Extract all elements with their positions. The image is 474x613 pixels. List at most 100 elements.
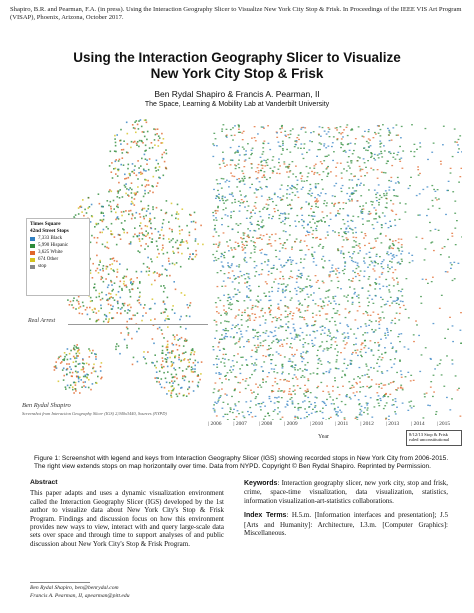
- time-stop-dot: [259, 186, 262, 188]
- time-stop-dot: [381, 372, 384, 374]
- time-stop-dot: [215, 179, 218, 181]
- map-stop-dot: [150, 319, 152, 321]
- time-stop-dot: [249, 217, 251, 219]
- map-stop-dot: [187, 247, 189, 250]
- time-stop-dot: [228, 266, 230, 268]
- map-stop-dot: [84, 375, 87, 378]
- legend-row: stop: [30, 263, 86, 270]
- time-stop-dot: [290, 365, 293, 367]
- time-stop-dot: [386, 329, 389, 331]
- time-stop-dot: [262, 379, 265, 381]
- legend-rows: 7,333 Black 5,990 Hispanic 3,625 White 674 …: [30, 235, 86, 270]
- map-stop-dot: [151, 338, 154, 340]
- map-stop-dot: [113, 168, 115, 170]
- time-stop-dot: [299, 291, 302, 293]
- time-stop-dot: [234, 198, 236, 201]
- time-stop-dot: [287, 167, 290, 169]
- map-stop-dot: [162, 301, 165, 303]
- map-stop-dot: [156, 133, 158, 135]
- time-stop-dot: [279, 128, 282, 130]
- map-stop-dot: [80, 379, 82, 381]
- time-stop-dot: [233, 408, 235, 410]
- time-stop-dot: [260, 161, 262, 163]
- time-stop-dot: [220, 314, 222, 316]
- time-stop-dot: [326, 385, 328, 387]
- map-stop-dot: [110, 304, 112, 307]
- time-stop-dot: [305, 334, 308, 336]
- time-stop-dot: [250, 211, 252, 213]
- time-stop-dot: [313, 331, 316, 333]
- time-stop-dot: [226, 413, 229, 415]
- map-stop-dot: [174, 288, 177, 291]
- time-stop-dot: [453, 278, 456, 280]
- time-stop-dot: [378, 345, 380, 347]
- map-stop-dot: [145, 210, 148, 212]
- time-stop-dot: [270, 400, 272, 403]
- time-stop-dot: [328, 128, 331, 130]
- map-stop-dot: [160, 229, 163, 231]
- time-stop-dot: [240, 199, 243, 201]
- time-stop-dot: [268, 291, 271, 293]
- time-stop-dot: [277, 339, 280, 341]
- time-stop-dot: [223, 336, 226, 339]
- time-stop-dot: [301, 370, 304, 372]
- map-stop-dot: [178, 392, 181, 395]
- map-stop-dot: [67, 299, 69, 301]
- time-stop-dot: [375, 383, 378, 385]
- time-stop-dot: [393, 195, 396, 197]
- time-stop-dot: [294, 241, 297, 243]
- time-stop-dot: [239, 205, 241, 207]
- time-stop-dot: [259, 344, 262, 347]
- ruling-annotation: 8/12/13 Stop & Frisk ruled unconstitutio…: [406, 430, 462, 446]
- time-stop-dot: [238, 126, 240, 128]
- time-stop-dot: [351, 200, 353, 202]
- time-stop-dot: [257, 331, 260, 333]
- map-stop-dot: [167, 257, 170, 260]
- map-stop-dot: [59, 362, 62, 364]
- real-arrest-label: Real Arrest: [28, 318, 56, 324]
- time-stop-dot: [308, 231, 311, 233]
- map-stop-dot: [194, 368, 196, 370]
- time-stop-dot: [296, 137, 299, 139]
- map-stop-dot: [89, 296, 92, 299]
- map-stop-dot: [102, 280, 105, 283]
- map-stop-dot: [112, 288, 114, 291]
- time-stop-dot: [272, 264, 275, 267]
- map-stop-dot: [128, 303, 131, 306]
- time-stop-dot: [227, 272, 230, 274]
- time-stop-dot: [359, 351, 362, 353]
- map-stop-dot: [144, 192, 146, 195]
- time-stop-dot: [285, 166, 287, 168]
- time-stop-dot: [277, 307, 279, 310]
- map-stop-dot: [145, 121, 148, 124]
- time-stop-dot: [318, 310, 321, 312]
- time-stop-dot: [449, 409, 452, 411]
- time-stop-dot: [289, 290, 291, 293]
- time-stop-dot: [261, 248, 263, 251]
- time-stop-dot: [338, 213, 341, 215]
- time-stop-dot: [415, 236, 418, 238]
- time-stop-dot: [337, 411, 339, 413]
- time-stop-dot: [291, 400, 294, 402]
- time-stop-dot: [440, 374, 443, 376]
- map-stop-dot: [148, 147, 151, 149]
- time-stop-dot: [417, 174, 420, 176]
- time-stop-dot: [309, 334, 311, 336]
- time-stop-dot: [312, 131, 315, 133]
- time-stop-dot: [276, 372, 279, 374]
- time-stop-dot: [339, 208, 341, 210]
- time-stop-dot: [299, 241, 302, 243]
- map-stop-dot: [152, 206, 154, 208]
- map-stop-dot: [128, 289, 131, 291]
- map-stop-dot: [138, 234, 140, 237]
- map-stop-dot: [165, 211, 168, 214]
- time-stop-dot: [331, 195, 334, 197]
- map-stop-dot: [101, 220, 104, 223]
- map-stop-dot: [181, 352, 184, 355]
- time-stop-dot: [218, 197, 220, 199]
- time-stop-dot: [413, 340, 415, 343]
- time-stop-dot: [336, 329, 338, 331]
- map-stop-dot: [172, 305, 174, 307]
- time-stop-dot: [355, 267, 358, 270]
- map-stop-dot: [77, 363, 80, 365]
